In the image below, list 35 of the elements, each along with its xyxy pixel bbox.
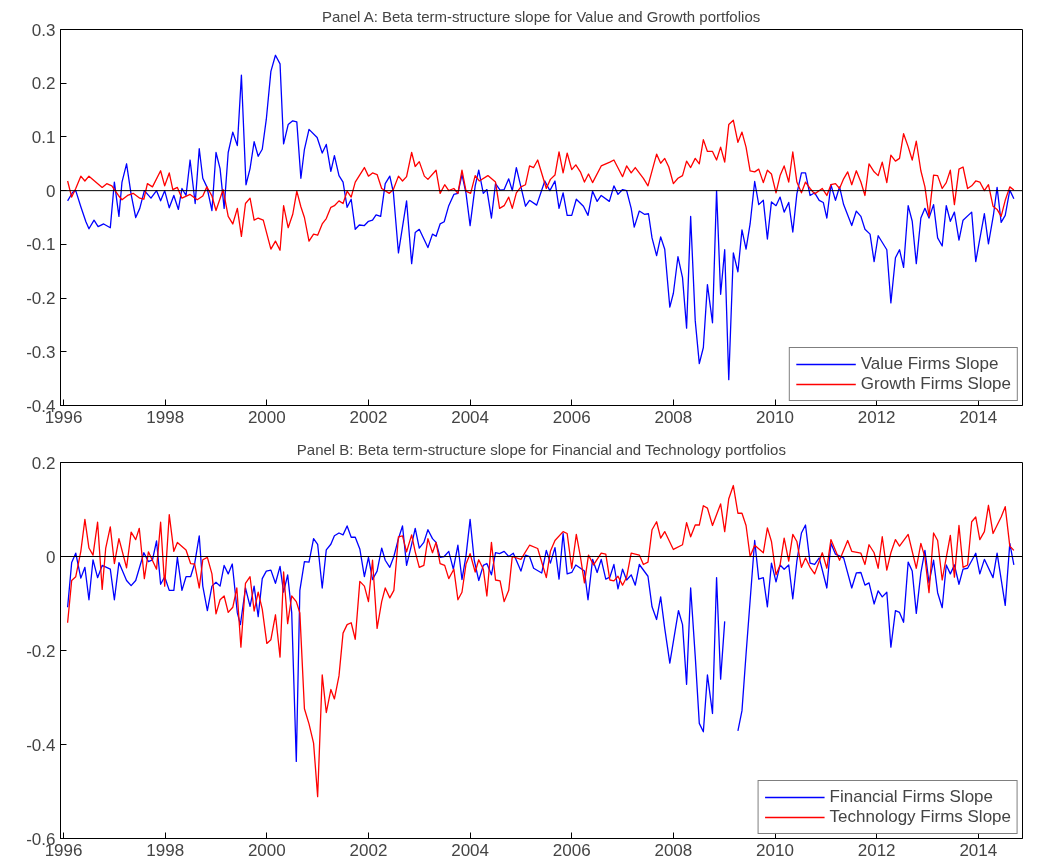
x-tick-label: 2002 — [349, 407, 388, 427]
x-tick-label: 2014 — [959, 840, 998, 860]
legend-label: Financial Firms Slope — [829, 787, 994, 807]
x-tick-label: 2000 — [247, 407, 286, 427]
x-tick-label: 2006 — [552, 407, 591, 427]
y-tick-label: -0.2 — [26, 289, 56, 309]
x-tick-label: 2000 — [247, 840, 286, 860]
x-tick-label: 2004 — [451, 840, 490, 860]
x-tick-label: 2010 — [756, 840, 794, 860]
legend-label: Technology Firms Slope — [829, 807, 1011, 827]
x-tick-label: 2004 — [451, 407, 490, 427]
x-tick-label: 2010 — [756, 407, 794, 427]
y-tick-label: -0.4 — [26, 735, 56, 755]
x-tick-label: 2008 — [654, 840, 693, 860]
x-tick-label: 2002 — [349, 840, 388, 860]
y-tick-label: 0.2 — [31, 74, 56, 94]
x-tick-label: 2008 — [654, 407, 693, 427]
y-tick-label: 0 — [46, 547, 56, 567]
legend-label: Growth Firms Slope — [860, 374, 1011, 394]
y-tick-label: -0.2 — [26, 641, 56, 661]
y-tick-label: 0.2 — [31, 453, 56, 473]
x-tick-label: 1998 — [146, 407, 185, 427]
x-tick-label: 2012 — [857, 840, 896, 860]
y-tick-label: 0.3 — [31, 20, 56, 40]
chart-title: Panel B: Beta term-structure slope for Financial and Technology portfolios — [296, 440, 786, 458]
x-tick-label: 1998 — [146, 840, 185, 860]
legend-label: Value Firms Slope — [860, 354, 999, 374]
y-tick-label: -0.1 — [26, 235, 56, 255]
y-tick-label: 0 — [46, 181, 56, 201]
y-tick-label: 0.1 — [31, 127, 56, 147]
x-tick-label: 2014 — [959, 407, 998, 427]
chart-title: Panel A: Beta term-structure slope for Value and Growth portfolios — [321, 7, 761, 25]
x-tick-label: 2006 — [552, 840, 591, 860]
y-tick-label: -0.3 — [26, 342, 56, 362]
x-tick-label: 2012 — [857, 407, 896, 427]
